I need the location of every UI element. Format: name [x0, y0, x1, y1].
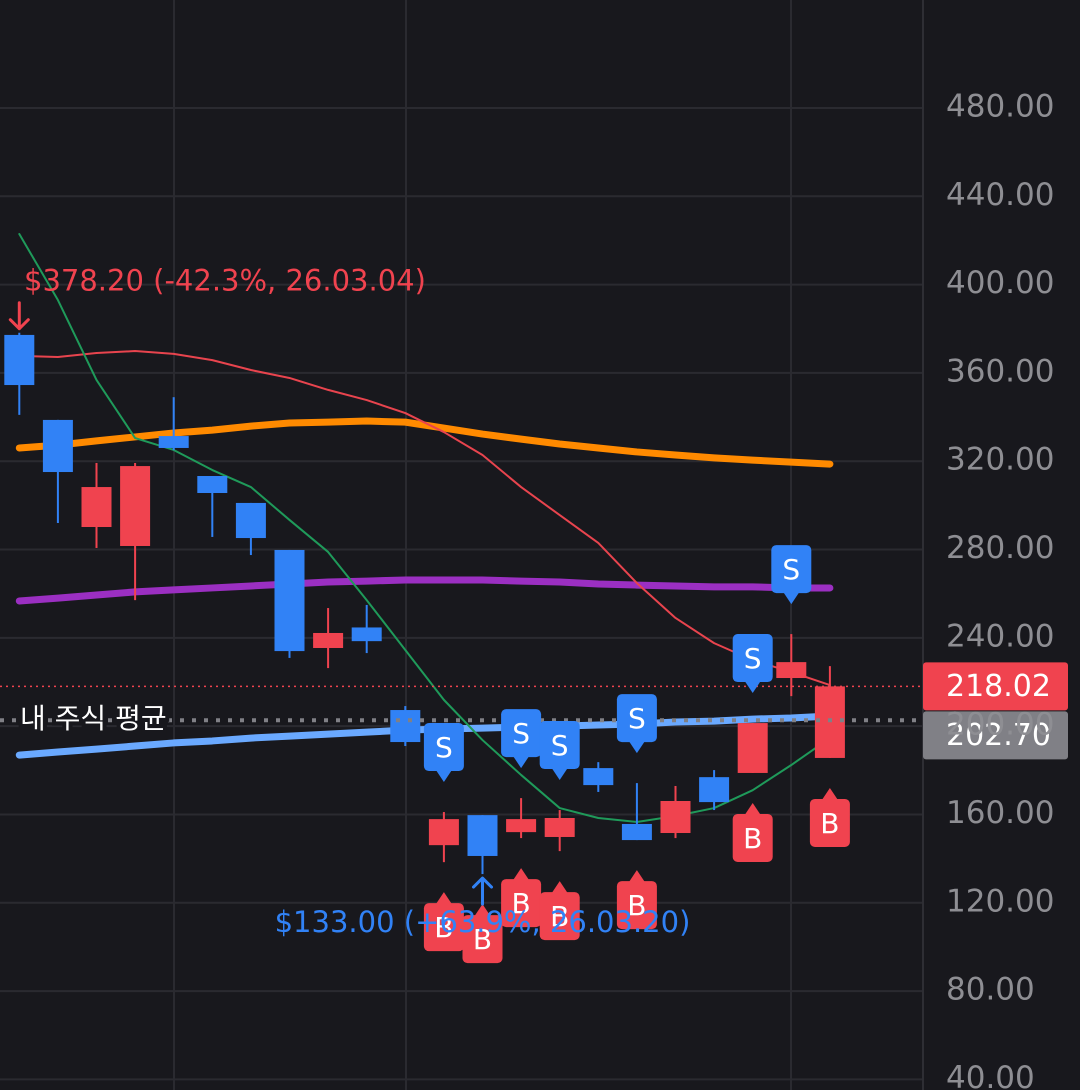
signal-label: B	[473, 923, 492, 956]
signal-pointer	[513, 756, 530, 769]
signal-badge	[462, 915, 503, 964]
candle-body	[467, 815, 498, 856]
annotation: $133.00 (+63.9%, 26.03.20)	[275, 905, 691, 939]
candle-body	[428, 819, 459, 846]
signal-label: S	[512, 717, 530, 750]
signal-pointer	[474, 904, 491, 917]
price-label-box	[923, 711, 1068, 760]
y-tick-label: 120.00	[946, 883, 1054, 919]
price-label-box	[923, 662, 1068, 711]
signal-badge	[616, 694, 657, 743]
candle-body	[506, 819, 537, 833]
signal-pointer	[783, 592, 800, 605]
signal-pointer	[551, 881, 568, 894]
candle-body	[120, 466, 151, 546]
signal-badge	[501, 709, 542, 758]
signal-label: B	[550, 900, 569, 933]
y-tick-label: 80.00	[946, 972, 1035, 1008]
candle-body	[313, 632, 344, 648]
signal-label: B	[820, 807, 839, 840]
signal-pointer	[628, 870, 645, 883]
price-line-title: 내 주식 평균	[20, 702, 167, 735]
y-tick-label: 440.00	[946, 177, 1054, 213]
signal-pointer	[551, 768, 568, 781]
y-tick-label: 200.00	[946, 707, 1054, 743]
signal-badge	[616, 881, 657, 930]
signal-label: B	[627, 889, 646, 922]
candle-body	[235, 502, 266, 539]
price-label: 202.70	[946, 718, 1051, 753]
candle-body	[158, 436, 189, 448]
candle-body	[776, 662, 807, 679]
candle-body	[544, 817, 575, 837]
candle-body	[583, 768, 614, 786]
candle-body	[42, 419, 73, 473]
candles	[4, 332, 845, 875]
signal-pointer	[744, 681, 761, 694]
y-tick-label: 360.00	[946, 353, 1054, 389]
signal-badge	[732, 634, 773, 683]
signal-label: B	[511, 887, 530, 920]
ma-line	[18, 233, 831, 823]
price-label: 218.02	[946, 669, 1051, 704]
signal-label: S	[628, 702, 646, 735]
candle-body	[81, 487, 112, 528]
signal-label: S	[782, 553, 800, 586]
y-tick-label: 40.00	[946, 1060, 1035, 1090]
candle-body	[351, 627, 382, 642]
y-tick-label: 400.00	[946, 265, 1054, 301]
annotation-arrow	[472, 876, 493, 906]
signal-badge	[539, 892, 580, 941]
y-tick-label: 280.00	[946, 530, 1054, 566]
signal-label: B	[743, 822, 762, 855]
signal-badge	[732, 813, 773, 862]
y-tick-label: 160.00	[946, 795, 1054, 831]
candle-body	[197, 476, 228, 494]
signal-badge	[423, 723, 464, 772]
signal-label: S	[551, 729, 569, 762]
annotation-arrow	[8, 301, 30, 331]
candle-body	[274, 549, 305, 652]
candle-body	[660, 800, 691, 834]
ma-line	[15, 417, 834, 468]
candle-body	[390, 710, 421, 743]
ma-line	[18, 350, 831, 687]
signal-pointer	[513, 868, 530, 881]
candle-body	[621, 823, 652, 841]
signal-badge	[539, 721, 580, 770]
y-axis: 40.00 80.00 120.00 160.00 200.00 240.00 280.00…	[946, 88, 1054, 1090]
signal-badge	[423, 903, 464, 952]
signal-pointer	[435, 892, 452, 905]
y-tick-label: 320.00	[946, 442, 1054, 478]
signal-label: B	[434, 911, 453, 944]
signal-pointer	[628, 741, 645, 754]
ma-line	[15, 576, 834, 605]
signal-label: S	[744, 642, 762, 675]
signal-pointer	[435, 770, 452, 783]
y-tick-label: 240.00	[946, 618, 1054, 654]
signal-pointer	[744, 802, 761, 815]
signal-badge	[771, 545, 812, 594]
annotation: $378.20 (-42.3%, 26.03.04)	[24, 264, 426, 298]
y-tick-label: 480.00	[946, 88, 1054, 124]
signal-badge	[501, 879, 542, 928]
signal-badge	[809, 798, 850, 847]
signal-pointer	[821, 787, 838, 800]
candle-body	[4, 334, 35, 386]
candle-body	[737, 723, 768, 773]
signal-label: S	[435, 731, 453, 764]
candle-body	[699, 777, 730, 803]
